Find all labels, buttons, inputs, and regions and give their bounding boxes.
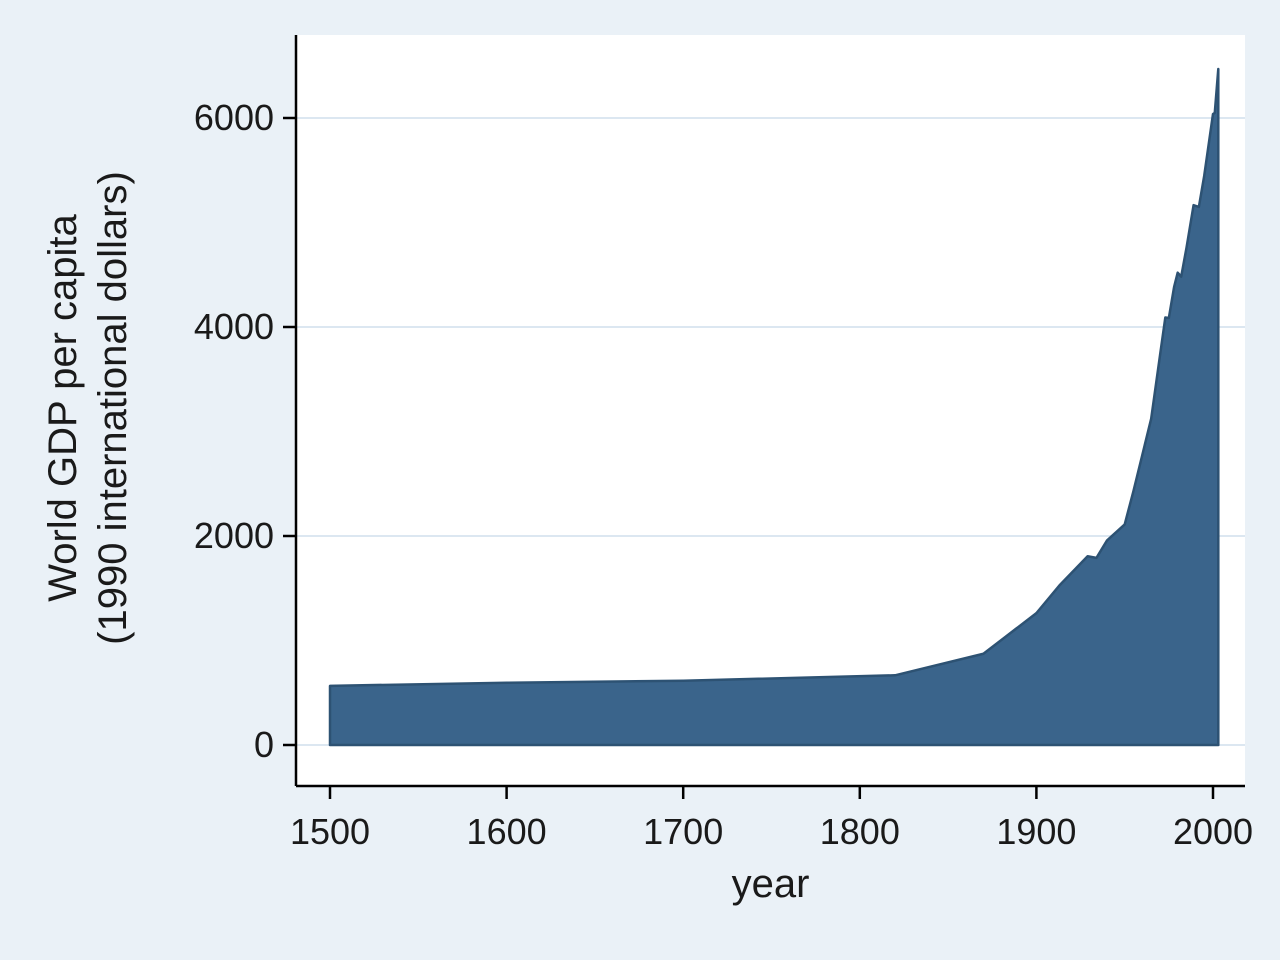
y-axis-title-line1: World GDP per capita xyxy=(41,214,85,602)
x-tick-label: 1600 xyxy=(467,811,547,852)
y-tick-label: 0 xyxy=(254,724,274,765)
y-axis-title: World GDP per capita (1990 international… xyxy=(38,171,138,645)
x-tick-label: 1800 xyxy=(820,811,900,852)
y-tick-label: 2000 xyxy=(194,515,274,556)
y-tick-label: 6000 xyxy=(194,97,274,138)
x-tick-label: 1900 xyxy=(996,811,1076,852)
x-tick-label: 1500 xyxy=(290,811,370,852)
y-axis-title-line2: (1990 international dollars) xyxy=(91,171,135,645)
x-tick-label: 1700 xyxy=(643,811,723,852)
gdp-area-series xyxy=(328,67,1220,747)
x-tick-label: 2000 xyxy=(1173,811,1253,852)
y-tick-label: 4000 xyxy=(194,306,274,347)
x-axis-title: year xyxy=(731,862,810,906)
